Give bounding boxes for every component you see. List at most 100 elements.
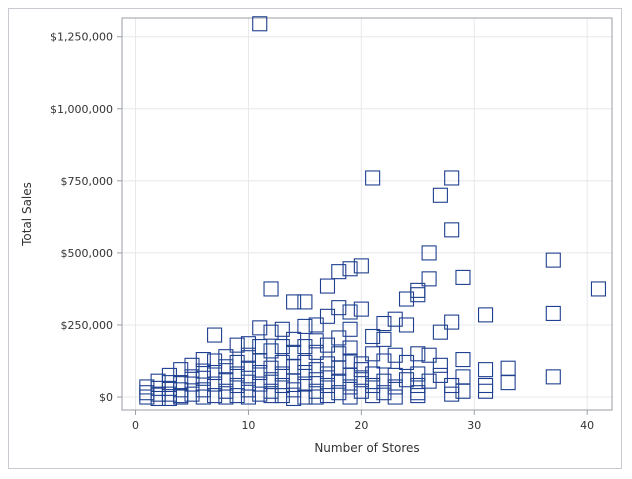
data-point xyxy=(286,373,302,389)
y-tick-label: $1,250,000 xyxy=(50,31,113,44)
data-point xyxy=(274,388,290,404)
grid-lines xyxy=(122,18,612,410)
data-point xyxy=(410,346,426,362)
data-point xyxy=(432,187,448,203)
data-point xyxy=(545,252,561,268)
data-point xyxy=(342,304,358,320)
data-point xyxy=(263,372,279,388)
data-point xyxy=(263,324,279,340)
data-point xyxy=(173,389,189,405)
data-point xyxy=(342,367,358,383)
data-point xyxy=(274,339,290,355)
data-point xyxy=(432,357,448,373)
data-point xyxy=(297,339,313,355)
data-point xyxy=(274,354,290,370)
data-point xyxy=(455,269,471,285)
data-point xyxy=(319,356,336,372)
data-point xyxy=(342,379,358,395)
data-point xyxy=(229,388,245,404)
data-point xyxy=(308,333,324,349)
data-point xyxy=(455,383,471,399)
data-point xyxy=(229,354,245,370)
data-point xyxy=(353,383,369,399)
data-point xyxy=(150,390,166,407)
y-tick-label: $250,000 xyxy=(61,319,114,332)
data-point xyxy=(319,388,336,404)
data-point xyxy=(432,324,448,340)
data-point xyxy=(455,369,471,385)
data-point xyxy=(229,377,245,394)
data-point xyxy=(398,317,415,333)
data-point xyxy=(286,294,302,310)
data-point xyxy=(263,360,279,376)
data-point xyxy=(195,352,211,368)
x-tick-label: 20 xyxy=(354,419,368,432)
x-axis-title: Number of Stores xyxy=(314,441,419,455)
data-point xyxy=(184,357,200,373)
data-point xyxy=(308,372,324,388)
data-point xyxy=(477,377,494,394)
data-point xyxy=(376,353,392,369)
data-point xyxy=(286,344,302,360)
y-tick-label: $500,000 xyxy=(61,247,114,260)
data-point xyxy=(477,383,494,399)
data-point xyxy=(376,331,392,347)
data-point xyxy=(319,308,336,324)
data-point xyxy=(240,336,257,352)
data-point xyxy=(207,388,223,404)
x-tick-label: 40 xyxy=(580,419,594,432)
data-point xyxy=(398,291,415,307)
data-point xyxy=(274,377,290,394)
data-point xyxy=(410,388,426,404)
data-point xyxy=(444,222,460,238)
data-point xyxy=(263,343,279,359)
data-point xyxy=(297,389,313,405)
data-point xyxy=(353,362,369,378)
x-tick-label: 10 xyxy=(241,419,255,432)
data-point xyxy=(353,258,369,274)
data-point xyxy=(207,353,223,369)
data-point xyxy=(387,311,403,327)
data-point xyxy=(376,385,392,401)
data-point xyxy=(376,315,392,332)
data-point xyxy=(365,170,381,186)
data-point xyxy=(421,347,437,363)
data-point xyxy=(365,328,381,345)
y-tick-label: $0 xyxy=(99,391,113,404)
data-point xyxy=(545,305,561,321)
data-point xyxy=(139,389,155,405)
data-point xyxy=(286,390,302,407)
y-tick-label: $750,000 xyxy=(61,175,114,188)
data-point xyxy=(240,360,257,376)
data-point xyxy=(410,287,426,303)
data-point xyxy=(376,373,392,389)
data-point xyxy=(432,367,448,383)
data-point xyxy=(229,366,245,382)
data-point xyxy=(500,375,516,391)
data-point xyxy=(421,373,437,389)
data-point xyxy=(207,327,223,343)
chart-frame xyxy=(8,8,622,469)
data-point xyxy=(263,281,279,297)
data-point xyxy=(331,264,347,280)
data-point xyxy=(455,352,471,368)
data-point xyxy=(218,349,234,365)
data-point xyxy=(161,390,177,407)
data-point xyxy=(477,362,494,378)
data-point xyxy=(444,170,460,186)
data-point xyxy=(342,261,358,277)
data-point xyxy=(444,314,460,330)
data-point xyxy=(421,271,437,287)
data-point xyxy=(444,377,460,394)
data-point xyxy=(297,294,313,310)
x-tick-label: 30 xyxy=(467,419,481,432)
data-point xyxy=(308,362,324,378)
data-point xyxy=(240,389,257,405)
data-point xyxy=(319,278,336,294)
data-points xyxy=(139,16,607,407)
data-point xyxy=(590,281,607,297)
data-point xyxy=(331,373,347,389)
data-point xyxy=(308,344,324,360)
x-tick-label: 0 xyxy=(132,419,139,432)
data-point xyxy=(331,300,347,316)
